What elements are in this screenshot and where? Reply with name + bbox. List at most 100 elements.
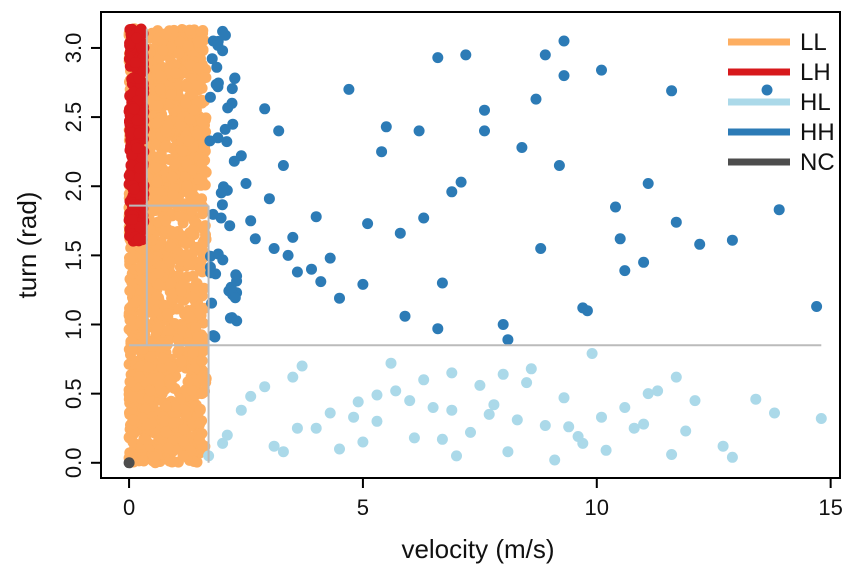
LL-point [184,227,196,239]
HL-point [619,402,631,413]
LL-point [197,345,209,357]
HH-point [497,319,509,330]
LL-point [135,274,147,286]
HL-point [525,363,537,375]
LL-point [167,189,179,201]
x-axis: 0 5 10 15 [123,478,843,520]
HL-point [217,437,229,449]
legend-label-LL: LL [800,29,827,56]
HH-point [343,83,355,95]
LL-point [192,36,204,48]
HL-point [404,395,416,407]
y-axis-title: turn (rad) [12,192,42,299]
LL-point [150,162,162,174]
LL-point [142,285,154,297]
LL-point [155,70,167,82]
LL-point [190,322,202,334]
HL-point [596,411,607,423]
HL-point [689,395,701,407]
HL-point [259,381,271,393]
y-axis: 0.0 0.5 1.0 1.5 2.0 2.5 3.0 [61,33,101,478]
HH-point [479,104,490,116]
HH-point [432,323,444,335]
plot-frame [100,11,841,479]
HH-point [324,252,336,264]
LL-point [166,361,178,373]
HH-point [216,199,228,211]
LL-point [187,347,199,359]
LL-point [159,415,171,427]
HL-point [418,374,430,386]
HL-point [680,425,692,437]
HL-point [446,404,458,416]
legend-label-HH: HH [800,119,835,146]
LL-point [162,308,174,320]
HL-point [436,433,448,445]
HL-point [652,385,664,397]
LL-point [124,285,136,297]
LL-point [124,253,136,265]
HH-point [207,208,219,220]
HH-point [694,238,706,250]
LL-point [145,272,157,284]
HL-point [717,440,729,452]
LL-point [160,426,172,438]
HL-point [726,451,738,463]
LL-point [160,126,172,138]
HH-point [204,261,216,273]
HH-point [208,330,220,342]
HH-point [619,265,631,277]
LL-point [162,442,174,454]
HL-point [390,385,402,397]
HH-point [558,35,570,47]
HL-point [427,402,439,413]
HL-point [750,393,762,405]
LL-point [175,119,187,131]
LL-point [196,116,208,128]
LL-point [167,171,178,183]
LL-point [178,423,190,435]
LL-point [200,72,212,83]
LL-point [174,35,186,47]
LL-point [170,67,181,79]
legend-label-LH: LH [800,59,831,86]
HL-point [277,446,289,458]
HL-point [291,422,303,434]
HL-point [488,399,500,411]
HH-point [726,234,738,246]
HH-point [315,276,327,288]
HH-point [306,263,317,275]
HH-point [263,193,275,205]
HL-point [586,348,598,359]
HH-point [502,334,514,346]
HL-point [451,450,462,462]
HL-point [638,418,650,430]
LL-point [127,391,139,403]
y-tick-label: 2.5 [61,102,86,133]
HL-point [558,392,570,404]
LH-point [135,152,147,164]
HH-point [811,301,823,312]
LL-point [186,292,198,304]
HH-point [212,77,224,89]
LL-point [126,277,138,289]
LL-point [197,208,208,220]
points-layer [123,23,827,469]
LL-point [189,283,201,295]
LL-point [135,316,146,328]
HH-point [614,233,626,245]
LL-point [139,328,151,340]
HH-point [394,227,406,239]
HH-point [226,83,238,95]
LL-point [180,238,192,250]
HH-point [228,155,240,167]
LH-point [130,32,142,44]
LL-point [146,373,158,385]
HH-point [224,220,236,232]
LL-point [186,164,198,176]
LL-point [125,335,137,347]
HH-point [638,256,650,268]
HH-point [413,125,425,137]
LH-point [129,183,140,195]
y-tick-label: 2.0 [61,171,86,202]
